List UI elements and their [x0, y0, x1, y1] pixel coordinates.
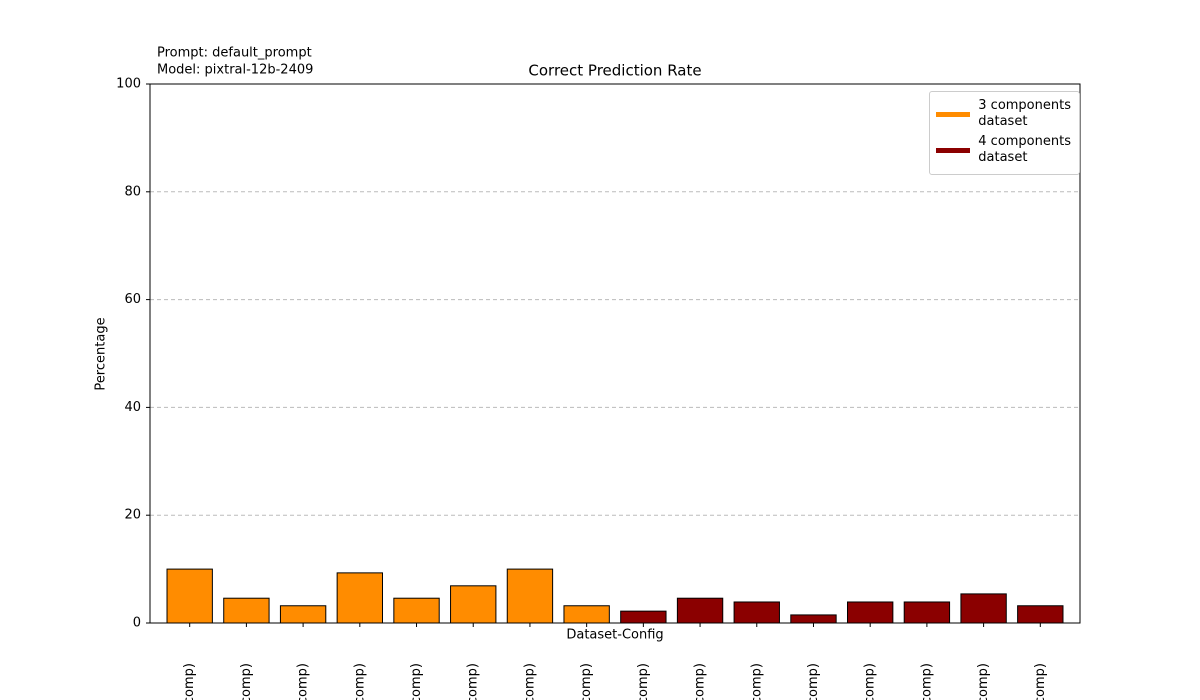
legend: 3 components dataset 4 components dataset	[929, 91, 1080, 175]
x-tick-label: oa_ns_oc (3_comp)	[466, 663, 481, 700]
bar	[790, 614, 837, 624]
bar	[903, 601, 951, 624]
x-tick-label: na_ns_nc (4_comp)	[636, 663, 651, 700]
bar	[733, 601, 780, 624]
bar	[393, 597, 440, 624]
annotation: Prompt: default_prompt	[157, 46, 312, 61]
bar	[960, 593, 1007, 624]
x-tick-label: na_ns_oc (3_comp)	[239, 663, 254, 700]
x-tick-label: na_ns_oc (4_comp)	[693, 663, 708, 700]
x-tick-label: oa_ns_oc (4_comp)	[919, 663, 934, 700]
bar	[676, 597, 724, 624]
annotation: Model: pixtral-12b-2409	[157, 63, 313, 78]
y-tick-label: 0	[133, 616, 141, 631]
bar	[1017, 605, 1064, 624]
bar	[223, 597, 270, 624]
bar	[563, 605, 610, 624]
y-tick-label: 100	[116, 77, 141, 92]
bar	[506, 568, 554, 624]
x-tick-label: na_ns_nc (3_comp)	[182, 663, 197, 700]
x-tick-label: oa_os_oc (4_comp)	[1033, 663, 1048, 700]
x-tick-label: oa_os_oc (3_comp)	[579, 663, 594, 700]
x-tick-label: oa_os_nc (3_comp)	[522, 663, 537, 700]
x-tick-label: na_os_oc (3_comp)	[352, 663, 367, 700]
bar	[847, 601, 894, 624]
bar	[450, 585, 497, 624]
x-tick-label: na_os_nc (4_comp)	[749, 663, 764, 700]
bar	[620, 610, 667, 624]
plot-frame	[149, 83, 1081, 624]
legend-item: 4 components dataset	[936, 134, 1071, 166]
chart-title: Correct Prediction Rate	[528, 62, 701, 80]
y-tick-label: 80	[124, 184, 141, 199]
y-axis-label: Percentage	[94, 317, 109, 390]
y-tick-label: 20	[124, 508, 141, 523]
bar	[166, 568, 213, 624]
x-tick-label: na_os_oc (4_comp)	[806, 663, 821, 700]
legend-item: 3 components dataset	[936, 98, 1071, 130]
bar	[336, 572, 384, 624]
y-tick-label: 60	[124, 292, 141, 307]
y-tick-label: 40	[124, 400, 141, 415]
legend-label: 4 components dataset	[978, 134, 1071, 165]
x-tick-label: oa_os_nc (4_comp)	[976, 663, 991, 700]
legend-swatch	[936, 111, 971, 117]
x-axis-label: Dataset-Config	[566, 628, 663, 643]
legend-label: 3 components dataset	[978, 98, 1071, 129]
x-tick-label: oa_ns_nc (4_comp)	[863, 663, 878, 700]
x-tick-label: na_os_nc (3_comp)	[296, 663, 311, 700]
x-tick-label: oa_ns_nc (3_comp)	[409, 663, 424, 700]
bar	[279, 605, 327, 624]
legend-swatch	[936, 147, 971, 153]
